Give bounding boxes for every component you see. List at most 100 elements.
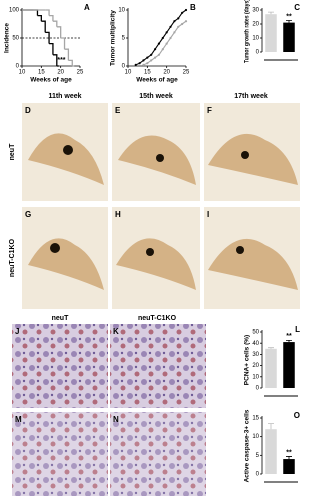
line (143, 20, 187, 66)
error-bar (268, 11, 274, 15)
panel-letter: D (25, 106, 31, 115)
y-axis-label: Active caspase-3+ cells (244, 409, 251, 482)
bar (265, 348, 277, 388)
photo (112, 103, 200, 201)
y-tick-label: 20 (252, 363, 259, 369)
annotation: *** (57, 57, 65, 64)
point (157, 42, 161, 45)
y-tick-label: 100 (9, 8, 20, 14)
y-axis-label: PCNA+ cells (%) (244, 335, 251, 385)
column-label: neuT-C1KO (138, 315, 177, 322)
y-tick-label: 50 (12, 36, 19, 42)
column-header: 17th week (234, 93, 268, 100)
step-segment (37, 14, 42, 22)
error-bar (268, 423, 274, 430)
row-label: neuT-C1KO (9, 238, 16, 277)
step-segment (41, 20, 46, 33)
y-tick-label: 0 (256, 50, 260, 56)
step-segment (45, 31, 50, 44)
point (142, 59, 145, 62)
histology-image (12, 324, 108, 408)
point (161, 36, 164, 40)
photo (204, 207, 300, 309)
point (184, 8, 188, 12)
panel-letter: H (115, 210, 121, 219)
y-axis-label: Incidence (4, 23, 11, 53)
annotation: ** (286, 449, 292, 456)
step-segment (68, 59, 73, 66)
step-segment (45, 9, 50, 16)
panel-letter: O (294, 411, 300, 420)
histology-image (12, 412, 108, 496)
x-tick-label: 25 (183, 70, 190, 76)
axis (21, 8, 80, 67)
point (169, 25, 172, 28)
column-header: 11th week (48, 93, 81, 100)
y-tick-label: 0 (122, 64, 126, 70)
x-tick-label: 15 (144, 70, 151, 76)
photo (112, 207, 200, 309)
figure: 11th week 15th week 17th week neuT neuT-… (4, 0, 300, 496)
step-segment (60, 37, 66, 50)
y-tick-label: 30 (252, 8, 259, 14)
point (165, 31, 168, 34)
step-segment (52, 54, 58, 66)
step-segment (56, 26, 62, 38)
step-segment (52, 20, 58, 27)
x-tick-label: 15 (38, 70, 45, 76)
y-tick-label: 30 (252, 352, 259, 358)
point (134, 63, 137, 66)
panel-letter: A (84, 3, 90, 12)
row-label: neuT (9, 143, 16, 160)
y-tick-label: 40 (252, 341, 259, 347)
panel-letter: C (294, 3, 300, 12)
y-tick-label: 0 (256, 472, 260, 478)
point (146, 56, 149, 59)
histology-image (110, 412, 206, 496)
point (146, 62, 149, 65)
step-segment (64, 48, 70, 61)
error-bar (286, 456, 292, 460)
y-tick-label: 15 (252, 416, 259, 422)
photo (22, 207, 108, 309)
panel-letter: L (295, 325, 300, 334)
photo (204, 103, 300, 201)
x-tick-label: 25 (77, 70, 84, 76)
y-tick-label: 10 (252, 434, 259, 440)
panel-letter: B (190, 3, 196, 12)
annotation: ** (286, 333, 292, 340)
x-tick-label: 20 (57, 70, 64, 76)
y-tick-label: 0 (256, 386, 260, 392)
x-axis-label: Weeks of age (136, 77, 178, 84)
panel-letter: E (115, 106, 121, 115)
point (169, 36, 172, 40)
step-segment (49, 42, 54, 55)
point (157, 53, 161, 56)
y-axis-label: Tumor multiplicity (110, 10, 117, 66)
point (153, 48, 157, 51)
panel-letter: J (15, 327, 19, 336)
y-tick-label: 10 (252, 36, 259, 42)
bar (283, 342, 295, 388)
x-tick-label: 10 (19, 70, 26, 76)
x-tick-label: 10 (125, 70, 132, 76)
error-bar (286, 20, 292, 23)
axis (127, 8, 186, 67)
y-axis-label: Tumor growth rates (days) (244, 0, 251, 63)
point (150, 53, 153, 56)
y-tick-label: 5 (256, 453, 260, 459)
x-axis-label: Weeks of age (30, 77, 72, 84)
bar (265, 14, 277, 52)
y-tick-label: 10 (252, 374, 259, 380)
y-tick-label: 0 (16, 64, 20, 70)
point (181, 11, 184, 14)
point (138, 62, 141, 65)
point (150, 59, 153, 62)
point (177, 17, 180, 20)
column-label: neuT (52, 315, 69, 322)
bar (283, 22, 295, 52)
error-bar (268, 347, 274, 349)
point (153, 56, 157, 59)
point (184, 20, 188, 23)
point (181, 22, 184, 26)
